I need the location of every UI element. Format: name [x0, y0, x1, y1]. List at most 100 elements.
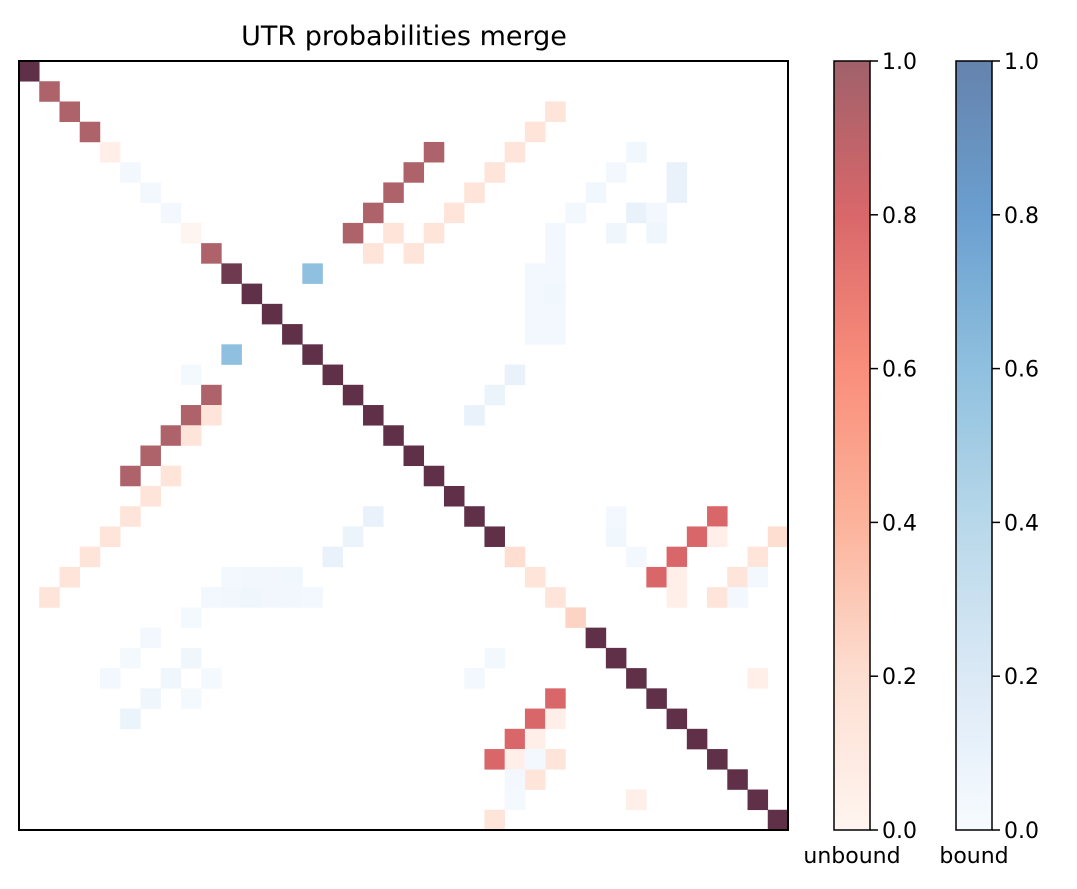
- heatmap-cell-bound: [504, 364, 526, 386]
- heatmap-cell-unbound: [180, 425, 202, 446]
- heatmap-cell-diagonal: [261, 303, 283, 325]
- heatmap-cell-unbound: [140, 485, 161, 507]
- heatmap-cell-bound: [241, 587, 263, 608]
- heatmap-cell-bound: [160, 668, 182, 689]
- heatmap-cell-bound: [201, 587, 222, 608]
- heatmap-cell-unbound: [545, 749, 566, 770]
- heatmap-cell-unbound: [504, 141, 526, 163]
- heatmap-cell-bound: [545, 303, 566, 325]
- heatmap-cell-diagonal: [221, 263, 242, 284]
- heatmap-cell-unbound: [342, 222, 364, 244]
- heatmap-cell-unbound: [464, 182, 485, 203]
- heatmap-cell-diagonal: [322, 364, 344, 386]
- heatmap-cell-bound: [646, 202, 667, 224]
- heatmap-cell-bound: [221, 566, 242, 588]
- colorbar-unbound-scale: [833, 60, 871, 831]
- colorbar-tick-label: 1.0: [882, 50, 917, 75]
- heatmap-cell-bound: [626, 546, 647, 568]
- heatmap-cell-unbound: [484, 162, 505, 183]
- heatmap-cell-bound: [140, 688, 161, 709]
- colorbar-tick-label: 1.0: [1004, 50, 1039, 75]
- heatmap-cell-bound: [464, 668, 485, 689]
- heatmap-cell-diagonal: [383, 425, 404, 446]
- colorbar-tick-label: 0.6: [882, 358, 917, 383]
- heatmap-cell-diagonal: [443, 485, 465, 507]
- heatmap-cell-bound: [545, 222, 566, 244]
- heatmap: [19, 61, 789, 831]
- heatmap-cell-unbound: [545, 688, 566, 709]
- heatmap-cell-diagonal: [747, 789, 769, 811]
- colorbar-unbound-label: unbound: [803, 844, 900, 869]
- heatmap-cell-unbound: [707, 587, 728, 608]
- heatmap-cell-bound: [605, 162, 627, 183]
- heatmap-cell-bound: [504, 769, 526, 790]
- heatmap-cell-unbound: [545, 101, 566, 123]
- heatmap-cell-bound: [605, 222, 627, 244]
- heatmap-cell-diagonal: [646, 688, 667, 709]
- colorbar-tick-label: 0.8: [1004, 204, 1039, 229]
- heatmap-cell-unbound: [545, 708, 566, 730]
- heatmap-cell-bound: [646, 222, 667, 244]
- heatmap-cell-diagonal: [180, 222, 202, 244]
- heatmap-cell-bound: [464, 405, 485, 426]
- heatmap-cell-diagonal: [686, 728, 708, 750]
- heatmap-cell-diagonal: [342, 384, 364, 406]
- heatmap-cell-bound: [565, 202, 586, 224]
- heatmap-cell-diagonal: [201, 243, 222, 264]
- heatmap-cell-diagonal: [79, 121, 101, 143]
- heatmap-cell-bound: [545, 263, 566, 284]
- colorbar-tick-label: 0.0: [882, 819, 917, 844]
- heatmap-cell-unbound: [707, 506, 728, 527]
- heatmap-cell-bound: [180, 607, 202, 628]
- heatmap-cell-unbound: [79, 546, 101, 568]
- heatmap-cell-bound: [504, 789, 526, 811]
- heatmap-cell-bound: [545, 283, 566, 305]
- heatmap-cell-bound: [524, 303, 546, 325]
- heatmap-cell-bound: [626, 141, 647, 163]
- heatmap-cell-unbound: [160, 465, 182, 487]
- heatmap-cell-diagonal: [120, 162, 141, 183]
- heatmap-cell-bound: [545, 324, 566, 345]
- heatmap-cell-diagonal: [504, 546, 526, 568]
- heatmap-cell-unbound: [403, 162, 425, 183]
- heatmap-cell-diagonal: [585, 627, 607, 649]
- heatmap-cell-diagonal: [423, 465, 445, 487]
- heatmap-cell-diagonal: [626, 668, 647, 689]
- heatmap-cell-bound: [140, 627, 161, 649]
- heatmap-cell-unbound: [403, 243, 425, 264]
- heatmap-cell-unbound: [423, 141, 445, 163]
- heatmap-cell-unbound: [201, 405, 222, 426]
- heatmap-cell-diagonal: [282, 324, 303, 345]
- heatmap-cell-bound: [524, 283, 546, 305]
- heatmap-cell-bound: [484, 384, 505, 406]
- heatmap-cell-bound: [180, 688, 202, 709]
- heatmap-cell-bound: [99, 668, 121, 689]
- heatmap-cell-unbound: [524, 121, 546, 143]
- heatmap-cell-bound: [626, 202, 647, 224]
- heatmap-cell-diagonal: [464, 506, 485, 527]
- heatmap-cell-unbound: [747, 546, 769, 568]
- colorbar-tick-label: 0.2: [1004, 665, 1039, 690]
- heatmap-cell-bound: [261, 566, 283, 588]
- heatmap-cell-unbound: [524, 769, 546, 790]
- heatmap-cell-bound: [747, 566, 769, 588]
- heatmap-cell-diagonal: [707, 749, 728, 770]
- heatmap-cell-bound: [261, 587, 283, 608]
- heatmap-cell-bound: [545, 243, 566, 264]
- heatmap-cell-diagonal: [302, 344, 323, 365]
- heatmap-cell-bound: [221, 587, 242, 608]
- heatmap-cell-bound: [120, 647, 141, 669]
- heatmap-cell-bound: [201, 668, 222, 689]
- heatmap-cell-bound: [302, 263, 323, 284]
- heatmap-cell-bound: [605, 526, 627, 547]
- heatmap-cell-bound: [666, 162, 688, 183]
- heatmap-cell-diagonal: [565, 607, 586, 628]
- heatmap-cell-diagonal: [727, 769, 748, 790]
- heatmap-cell-bound: [282, 566, 303, 588]
- colorbar-bound-scale: [955, 60, 993, 831]
- heatmap-cell-unbound: [524, 708, 546, 730]
- colorbar-tick-label: 0.4: [882, 511, 917, 536]
- heatmap-cell-unbound: [363, 243, 384, 264]
- colorbar-unbound: 0.0 0.2 0.4 0.6 0.8 1.0 unbound: [803, 50, 917, 869]
